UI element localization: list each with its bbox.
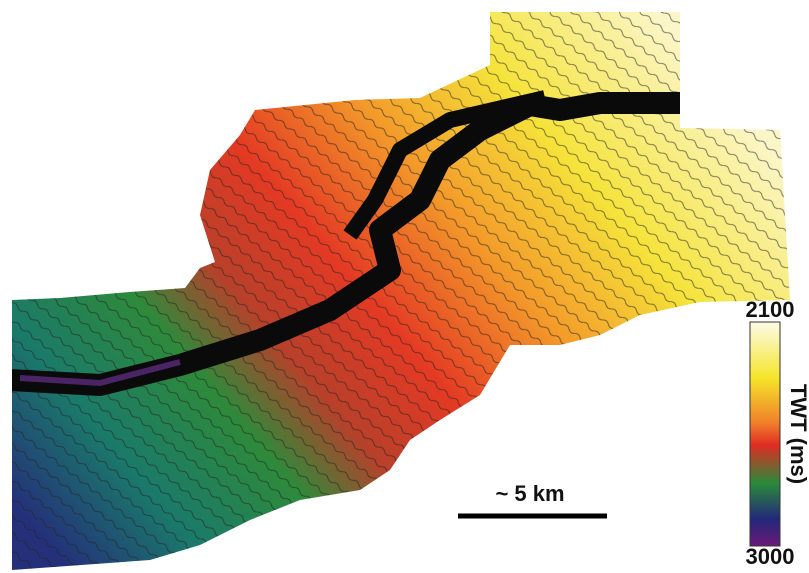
colorbar-min: 3000	[746, 544, 795, 569]
colorbar-title: TWT (ms)	[786, 384, 809, 484]
figure: 2100 3000 TWT (ms) ~ 5 km	[0, 0, 809, 573]
seismic-map	[0, 0, 809, 573]
colorbar	[750, 322, 780, 546]
scale-bar-label: ~ 5 km	[495, 481, 564, 506]
colorbar-max: 2100	[746, 297, 795, 322]
